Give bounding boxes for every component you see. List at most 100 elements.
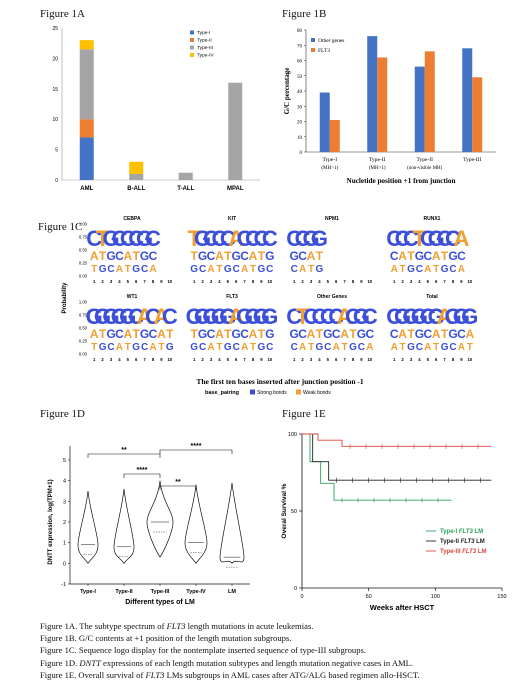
survival-curve [302,433,492,481]
logo-letter: G [202,304,219,329]
significance-bracket [159,485,197,490]
y-tick-label: 0.50 [79,248,88,253]
bar-segment [178,172,193,180]
logo-letter: C [203,226,219,251]
logo-letter: G [232,249,241,263]
bar [377,57,388,153]
logo-letter: C [207,327,216,341]
figure-1b-label: Figure 1B [282,8,327,20]
logo-letter: C [211,226,227,251]
y-tick-label: -1 [61,582,66,588]
logo-letter: A [207,342,214,353]
logo-letter: T [258,249,266,263]
logo-letter: A [458,342,465,353]
x-tick-label: 3 [310,357,313,362]
logo-letter: C [262,226,278,251]
logo-letter: G [311,226,328,251]
x-tick-label-sub: (MH>1) [369,166,386,171]
logo-letter: G [136,226,153,251]
x-tick-label: 8 [152,279,155,284]
x-tick-label: 9 [460,279,463,284]
logo-letter: G [219,304,236,329]
x-tick-label: Type-I [322,157,337,163]
bar-segment [129,173,144,180]
x-tick-label: 5 [427,279,430,284]
x-tick-label: 9 [260,279,263,284]
legend-label: Type-III [197,45,213,51]
y-tick-label: 20 [297,121,303,126]
logo-letter: G [99,342,107,353]
logo-letter: A [157,327,166,341]
logo-panel-title: NPM1 [325,216,339,222]
figure-1d-violin-plot: -1 0 1 2 3 4 5 Type-I Type-II Type-III Type-IV LM **… [48,443,250,606]
logo-letter: G [232,327,241,341]
legend-title: base_pairing [205,390,239,396]
logo-letter: A [391,264,398,275]
logo-letter: T [125,264,131,275]
logo-letter: C [390,249,399,263]
logo-letter: A [241,264,248,275]
y-tick-label: 0.25 [79,339,88,344]
x-tick-label: Type-II [417,157,434,163]
y-tick-label: 10 [297,136,303,141]
logo-letter: T [433,342,439,353]
logo-letter: C [286,226,302,251]
legend-label: Strong bonds [257,390,287,396]
survival-curve [302,433,492,447]
logo-letter: T [296,304,310,329]
y-tick-label: 25 [52,26,58,32]
logo-letter: A [337,304,353,329]
logo-letter: C [298,249,307,263]
x-axis-title: Nucletide position +1 from junction [347,177,456,185]
significance-bracket [87,453,161,458]
y-tick-label: 1.00 [79,300,88,305]
logo-letter: G [236,304,253,329]
x-tick-label: AML [80,186,93,192]
x-tick-label: 7 [443,357,446,362]
y-tick-label: 60 [297,60,303,65]
logo-letter: T [433,264,439,275]
x-tick-label: 8 [252,279,255,284]
logo-letter: C [298,327,307,341]
x-tick-label: 9 [260,357,263,362]
logo-letter: C [395,226,411,251]
logo-letter: G [119,304,136,329]
logo-letter: C [423,327,432,341]
legend-swatch [190,45,194,50]
logo-letter: T [342,342,348,353]
logo-letter: C [362,304,378,329]
logo-letter: T [133,327,141,341]
logo-letter: G [186,304,203,329]
logo-letter: C [291,342,298,353]
logo-letter: A [398,249,407,263]
x-tick-label: 9 [360,357,363,362]
y-tick-label: 1.00 [79,222,88,227]
x-tick-label: 5 [327,279,330,284]
logo-letter: C [286,304,302,329]
logo-letter: A [215,249,224,263]
bar-segment [228,82,243,180]
violin [113,488,135,564]
logo-letter: C [358,342,365,353]
logo-panel-title: WT1 [127,294,138,300]
x-tick-label: 5 [427,357,430,362]
y-axis-title: Probability [62,282,68,314]
logo-letter: A [249,327,258,341]
logo-letter: T [91,264,97,275]
x-tick-label: 10 [267,357,272,362]
legend-swatch [190,30,194,35]
logo-letter: A [90,249,99,263]
logo-panel-title: FLT3 [226,294,238,300]
x-tick-label: 6 [235,279,238,284]
legend-label: Type-IV [197,53,214,59]
logo-letter: G [102,304,119,329]
legend-label: Type-I [197,30,210,36]
x-tick-label: 3 [310,279,313,284]
x-tick-label: 8 [452,357,455,362]
bar-segment [79,49,94,120]
logo-letter: A [153,304,169,329]
logo-letter: C [303,304,319,329]
caption-line: Figure 1E. Overall survival of FLT3 LMs … [40,669,420,680]
logo-letter: G [448,327,457,341]
x-axis-title: The first ten bases inserted after junct… [196,377,364,386]
